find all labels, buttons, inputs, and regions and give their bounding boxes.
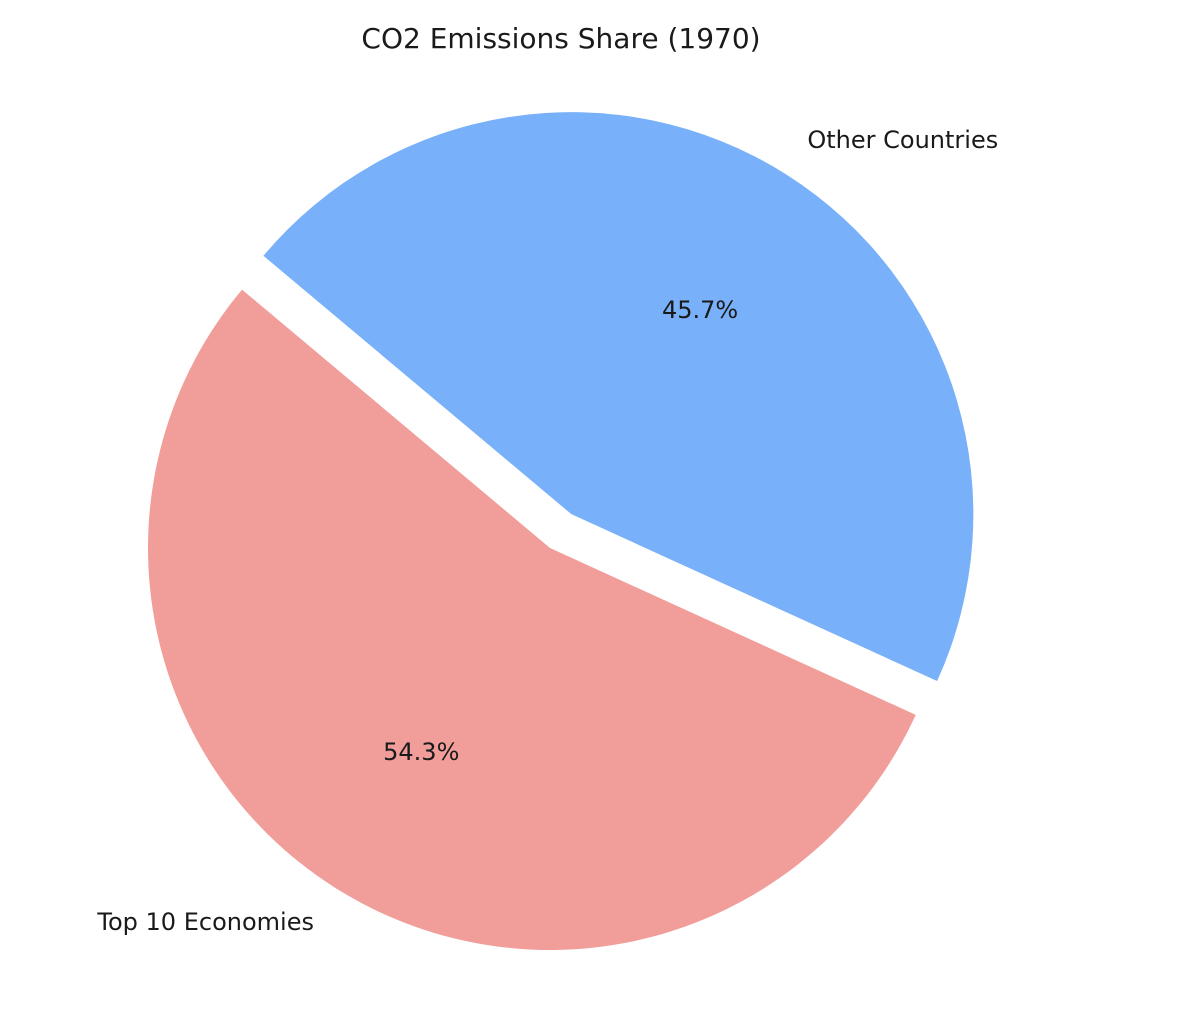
- chart-title: CO2 Emissions Share (1970): [361, 22, 761, 55]
- pie-slice-pct-label: 54.3%: [383, 738, 459, 766]
- pie-slice-pct-label: 45.7%: [662, 296, 738, 324]
- pie-slice-top-10-economies: [147, 289, 916, 951]
- pie-slice-other-countries: [263, 112, 974, 682]
- pie-slice-label: Other Countries: [807, 126, 998, 154]
- pie-slice-label: Top 10 Economies: [96, 908, 314, 936]
